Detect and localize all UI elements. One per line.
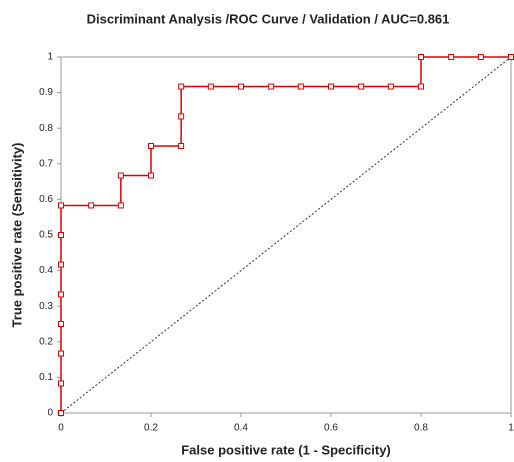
y-tick-label: 0 bbox=[47, 408, 53, 419]
roc-marker bbox=[178, 143, 185, 149]
roc-marker bbox=[387, 83, 394, 90]
y-tick-label: 1 bbox=[47, 52, 53, 63]
roc-marker bbox=[58, 321, 64, 327]
x-tick-label: 1 bbox=[508, 423, 514, 434]
roc-line bbox=[60, 56, 511, 413]
roc-marker bbox=[58, 410, 64, 416]
roc-marker bbox=[297, 83, 304, 90]
roc-marker bbox=[207, 83, 214, 90]
y-tick-label: 0.3 bbox=[39, 301, 53, 312]
x-axis-title: False positive rate (1 - Specificity) bbox=[181, 442, 391, 457]
roc-marker bbox=[418, 83, 424, 90]
roc-marker bbox=[178, 113, 185, 120]
roc-marker bbox=[238, 83, 244, 90]
y-tick-label: 0.6 bbox=[39, 194, 53, 205]
roc-marker bbox=[58, 380, 64, 387]
roc-marker bbox=[88, 202, 95, 209]
roc-marker bbox=[178, 83, 185, 90]
reference-line bbox=[60, 56, 512, 414]
x-tick-label: 0.8 bbox=[414, 423, 428, 434]
y-tick-label: 0.8 bbox=[39, 123, 53, 134]
roc-marker bbox=[477, 54, 484, 60]
roc-marker bbox=[117, 202, 124, 209]
roc-marker bbox=[58, 232, 64, 238]
roc-marker bbox=[58, 291, 64, 298]
roc-marker bbox=[58, 350, 64, 357]
x-tick-label: 0 bbox=[58, 423, 64, 434]
x-tick-label: 0.6 bbox=[324, 423, 338, 434]
roc-marker bbox=[58, 202, 64, 209]
roc-marker bbox=[508, 54, 514, 60]
roc-marker bbox=[358, 83, 365, 90]
x-tick-label: 0.4 bbox=[234, 423, 248, 434]
roc-marker bbox=[148, 172, 154, 179]
roc-marker bbox=[418, 54, 424, 60]
y-tick-label: 0.5 bbox=[39, 230, 53, 241]
y-tick-label: 0.4 bbox=[39, 265, 53, 276]
y-tick-label: 0.1 bbox=[39, 372, 53, 383]
y-axis-title: True positive rate (Sensitivity) bbox=[9, 143, 24, 328]
y-tick-label: 0.2 bbox=[39, 336, 53, 347]
chart-title: Discriminant Analysis /ROC Curve / Valid… bbox=[87, 11, 450, 26]
roc-marker bbox=[328, 83, 334, 90]
y-tick-label: 0.7 bbox=[39, 158, 53, 169]
roc-marker bbox=[268, 83, 275, 90]
roc-marker bbox=[148, 143, 154, 149]
roc-marker bbox=[58, 261, 64, 268]
y-tick-label: 0.9 bbox=[39, 87, 53, 98]
x-tick-label: 0.2 bbox=[144, 423, 158, 434]
roc-marker bbox=[117, 172, 124, 179]
roc-marker bbox=[448, 54, 455, 60]
